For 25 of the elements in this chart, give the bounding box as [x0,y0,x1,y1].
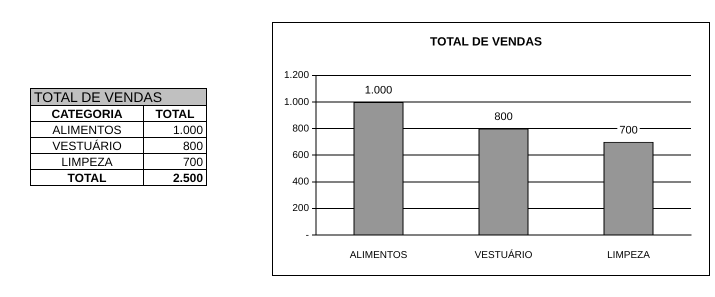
y-tick-label: 200 [292,203,310,214]
text: VESTUÁRIO [30,138,144,154]
text: LIMPEZA [30,154,144,170]
text: 700 [144,154,206,170]
text: TOTAL [30,170,144,186]
y-tick-label: 400 [292,176,310,188]
chart-title: TOTAL DE VENDAS [430,34,542,49]
y-tick-label: 1.000 [284,96,310,108]
text: CATEGORIA [30,106,144,122]
y-tick-label: 1.200 [284,70,310,82]
x-tick-label: LIMPEZA [607,250,650,261]
y-tick-label: 800 [292,123,310,134]
data-label: 1.000 [364,84,392,97]
text: TOTAL [144,106,206,122]
x-tick-label: VESTUÁRIO [474,248,533,261]
x-tick-label: ALIMENTOS [350,250,408,261]
text: 1.000 [144,122,206,138]
text: 2.500 [144,170,206,186]
text: ALIMENTOS [30,122,144,138]
data-label: 700 [619,124,638,136]
text: 800 [144,138,206,154]
y-tick-label: - [306,230,310,241]
data-label: 800 [494,111,513,124]
text: TOTAL DE VENDAS [30,88,206,106]
y-tick-label: 600 [292,150,310,161]
